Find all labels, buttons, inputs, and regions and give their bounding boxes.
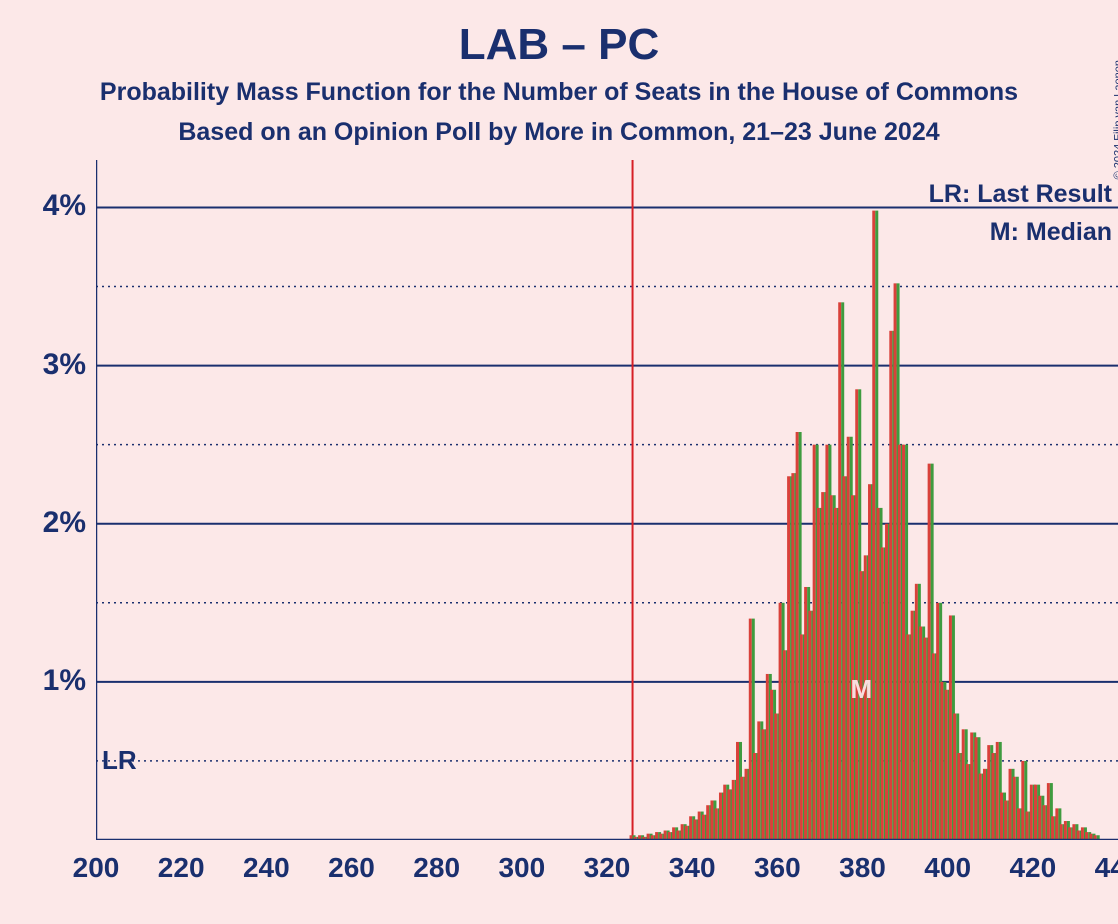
legend-lr: LR: Last Result [929,180,1112,209]
x-tick-label: 420 [1005,852,1061,884]
x-tick-label: 280 [409,852,465,884]
plot-area: 1%2%3%4%20022024026028030032034036038040… [96,160,1118,840]
chart-title: LAB – PC [0,20,1118,70]
x-tick-label: 360 [749,852,805,884]
x-tick-label: 220 [153,852,209,884]
x-tick-label: 240 [238,852,294,884]
x-tick-label: 340 [664,852,720,884]
median-marker-label: M [851,674,873,705]
chart-subtitle-2: Based on an Opinion Poll by More in Comm… [0,118,1118,147]
x-tick-label: 260 [324,852,380,884]
x-tick-label: 300 [494,852,550,884]
x-tick-label: 440 [1090,852,1118,884]
y-tick-label: 2% [43,506,86,540]
x-tick-label: 200 [68,852,124,884]
y-tick-label: 1% [43,664,86,698]
y-tick-label: 4% [43,189,86,223]
legend-m: M: Median [990,218,1112,247]
x-tick-label: 380 [835,852,891,884]
lr-marker-label: LR [102,745,137,776]
x-tick-label: 400 [920,852,976,884]
x-tick-label: 320 [579,852,635,884]
chart-subtitle-1: Probability Mass Function for the Number… [0,78,1118,107]
plot-svg [96,160,1118,840]
y-tick-label: 3% [43,348,86,382]
